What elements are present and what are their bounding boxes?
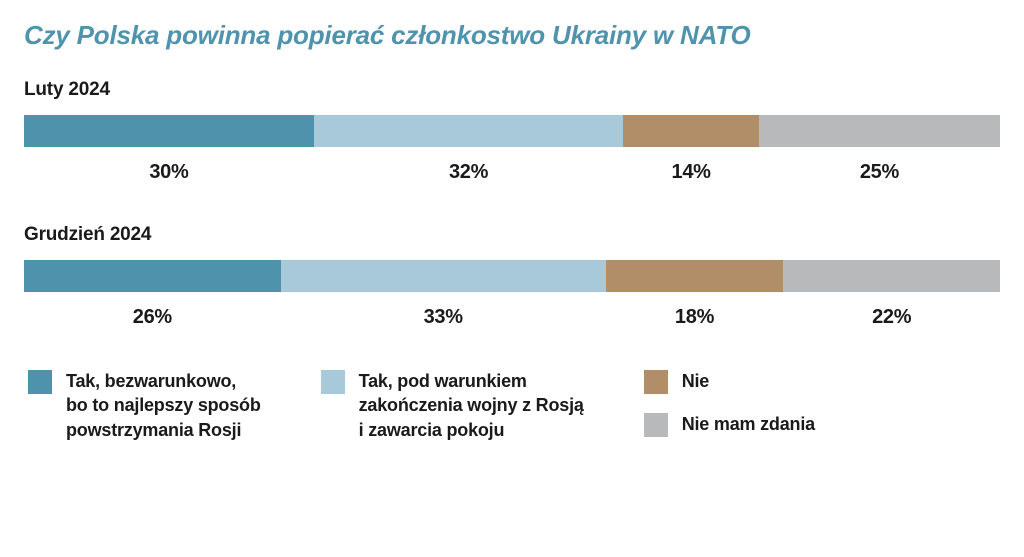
value-row: 26% 33% 18% 22%: [24, 306, 1000, 329]
value-1: 32%: [314, 161, 623, 184]
period-label: Luty 2024: [24, 79, 1000, 101]
legend-label: Tak, bezwarunkowo, bo to najlepszy sposó…: [66, 369, 261, 442]
chart-title: Czy Polska powinna popierać członkostwo …: [24, 20, 1000, 51]
legend-item-3: Nie mam zdania: [644, 412, 815, 437]
legend-label: Tak, pod warunkiem zakończenia wojny z R…: [359, 369, 584, 442]
period-1: Grudzień 2024 26% 33% 18% 22%: [24, 224, 1000, 329]
bar-segment-1: [281, 260, 606, 292]
value-2: 14%: [623, 161, 759, 184]
bar-segment-2: [623, 115, 759, 147]
legend-swatch: [644, 370, 668, 394]
value-row: 30% 32% 14% 25%: [24, 161, 1000, 184]
bar-segment-0: [24, 115, 314, 147]
period-0: Luty 2024 30% 32% 14% 25%: [24, 79, 1000, 184]
bar-segment-0: [24, 260, 281, 292]
legend-item-1: Tak, pod warunkiem zakończenia wojny z R…: [321, 369, 584, 442]
legend-swatch: [28, 370, 52, 394]
bar-segment-2: [606, 260, 784, 292]
legend-label: Nie mam zdania: [682, 412, 815, 436]
legend: Tak, bezwarunkowo, bo to najlepszy sposó…: [24, 369, 1000, 442]
bar-segment-3: [759, 115, 1000, 147]
value-0: 30%: [24, 161, 314, 184]
value-1: 33%: [281, 306, 606, 329]
value-3: 25%: [759, 161, 1000, 184]
legend-item-0: Tak, bezwarunkowo, bo to najlepszy sposó…: [28, 369, 261, 442]
bar-segment-3: [783, 260, 1000, 292]
legend-col-2: Nie Nie mam zdania: [644, 369, 815, 437]
legend-item-2: Nie: [644, 369, 815, 394]
legend-col-0: Tak, bezwarunkowo, bo to najlepszy sposó…: [28, 369, 261, 442]
legend-label: Nie: [682, 369, 709, 393]
value-0: 26%: [24, 306, 281, 329]
stacked-bar: [24, 115, 1000, 147]
legend-swatch: [321, 370, 345, 394]
value-3: 22%: [783, 306, 1000, 329]
period-label: Grudzień 2024: [24, 224, 1000, 246]
bar-segment-1: [314, 115, 623, 147]
legend-swatch: [644, 413, 668, 437]
stacked-bar: [24, 260, 1000, 292]
value-2: 18%: [606, 306, 784, 329]
legend-col-1: Tak, pod warunkiem zakończenia wojny z R…: [321, 369, 584, 442]
